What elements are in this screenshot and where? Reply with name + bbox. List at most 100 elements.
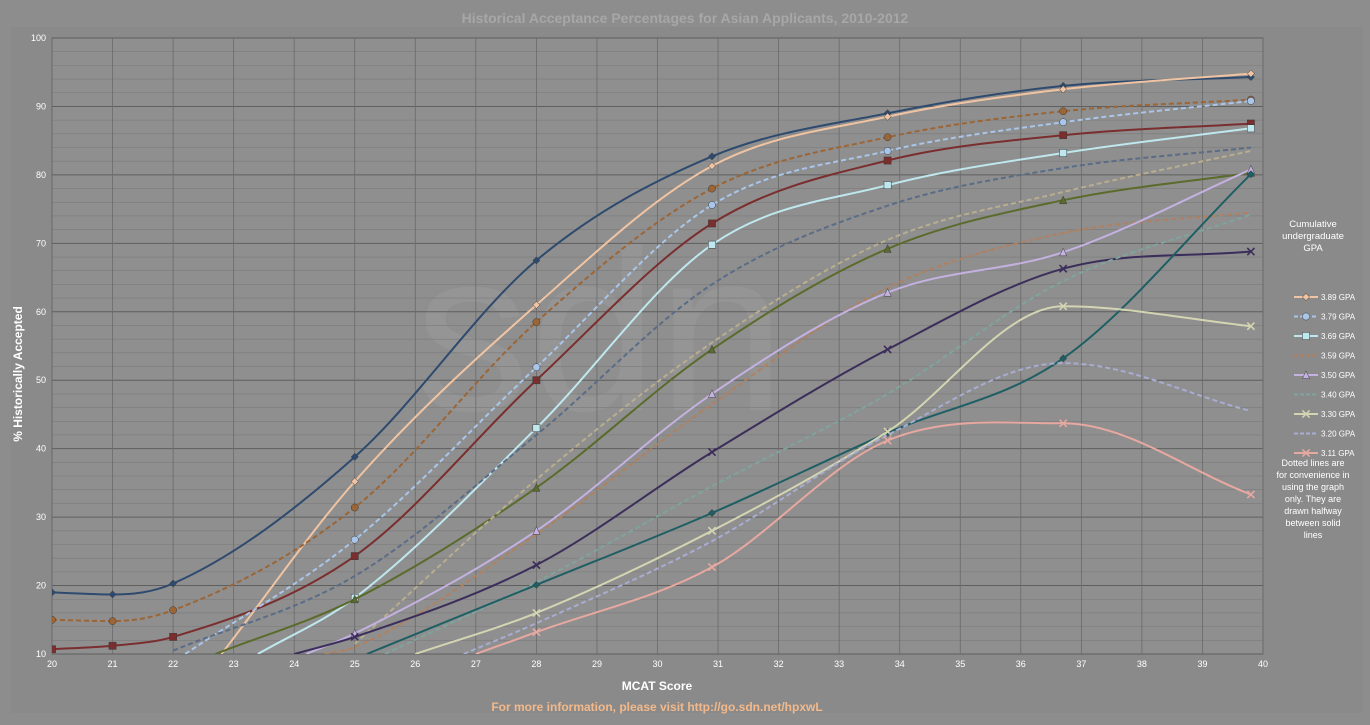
data-point [532,424,541,432]
data-point [708,240,716,249]
series-line [305,168,1252,654]
data-point [350,503,359,512]
x-tick-label: 39 [1197,659,1207,669]
data-point [1246,170,1255,179]
x-tick-label: 35 [955,659,965,669]
data-point [883,181,892,190]
series-16 [463,362,1252,654]
y-tick-label: 100 [31,33,46,43]
data-point [1059,85,1068,94]
series-12 [293,247,1256,654]
y-tick-label: 60 [36,307,46,317]
legend-marker [1302,332,1310,340]
legend-entry: 3.30 GPA [1294,409,1356,419]
data-point [1059,302,1068,311]
series-line [366,173,1252,654]
legend-label: 3.40 GPA [1321,391,1356,400]
legend-label: 3.50 GPA [1321,371,1356,380]
legend-note: Dotted lines are for convenience in usin… [1276,458,1350,540]
data-point [1059,264,1068,273]
data-point [1059,419,1068,428]
data-point [708,389,716,398]
data-point [707,447,717,457]
legend-marker [1302,312,1310,321]
footer-link[interactable]: For more information, please visit http:… [491,700,822,714]
data-point [350,477,359,486]
data-point [708,152,716,161]
x-tick-label: 40 [1258,659,1268,669]
legend-entry: 3.11 GPA [1294,448,1355,458]
data-point [1059,107,1068,116]
data-point [532,608,541,618]
series-17 [475,419,1256,654]
series-line [354,149,1252,645]
legend-entry: 3.89 GPA [1294,293,1356,302]
data-point [708,219,716,228]
legend-marker [1301,409,1311,419]
data-point [532,376,541,385]
data-point [169,606,177,615]
series-14 [366,170,1255,654]
data-point [532,300,541,309]
data-point [1059,354,1068,363]
data-point [52,645,56,654]
y-tick-label: 70 [36,238,46,248]
legend-entry: 3.69 GPA [1294,332,1356,341]
legend-entry: 3.50 GPA [1294,370,1356,380]
legend-label: 3.69 GPA [1321,332,1356,341]
series-2 [220,69,1255,654]
x-tick-label: 32 [774,659,784,669]
x-axis-label: MCAT Score [622,679,693,693]
legend-label: 3.11 GPA [1321,449,1355,458]
data-point [883,156,892,165]
data-point [883,133,892,142]
data-point [1246,69,1255,78]
data-point [169,633,177,641]
data-point [708,162,716,170]
x-tick-label: 30 [652,659,662,669]
series-line [475,421,1252,654]
data-point [883,287,892,297]
data-point [108,617,117,625]
data-point [708,201,716,209]
y-axis-label: % Historically Accepted [11,306,25,442]
data-point [883,345,892,354]
data-point [708,509,716,517]
data-point [707,562,717,572]
data-point [883,112,892,121]
x-tick-label: 22 [168,659,178,669]
data-point [532,256,541,265]
x-tick-label: 29 [592,659,602,669]
legend-marker [1302,293,1310,301]
watermark-text: sdn [415,202,786,459]
series-6 [257,124,1255,654]
legend-label: 3.89 GPA [1321,293,1356,302]
x-tick-label: 27 [471,659,481,669]
series-8 [172,146,1252,652]
series-line [463,362,1252,654]
legend-entry: 3.59 GPA [1294,352,1356,361]
series-5 [184,97,1255,654]
legend-label: 3.30 GPA [1321,410,1356,419]
legend-marker [1302,370,1310,379]
y-tick-label: 30 [36,512,46,522]
series-1 [52,73,1255,599]
y-tick-label: 10 [36,649,46,659]
data-point [1246,247,1256,256]
data-point [1059,247,1068,257]
data-point [708,344,716,354]
data-point [1059,149,1068,157]
data-point [883,147,892,155]
x-tick-label: 31 [713,659,723,669]
series-13 [384,213,1252,654]
y-tick-label: 50 [36,375,46,385]
data-point [1247,124,1255,133]
data-point [883,436,892,445]
series-line [172,146,1252,652]
x-tick-label: 25 [350,659,360,669]
data-point [350,632,359,642]
legend-label: 3.59 GPA [1321,352,1356,361]
data-point [350,535,359,544]
data-point [532,363,541,372]
